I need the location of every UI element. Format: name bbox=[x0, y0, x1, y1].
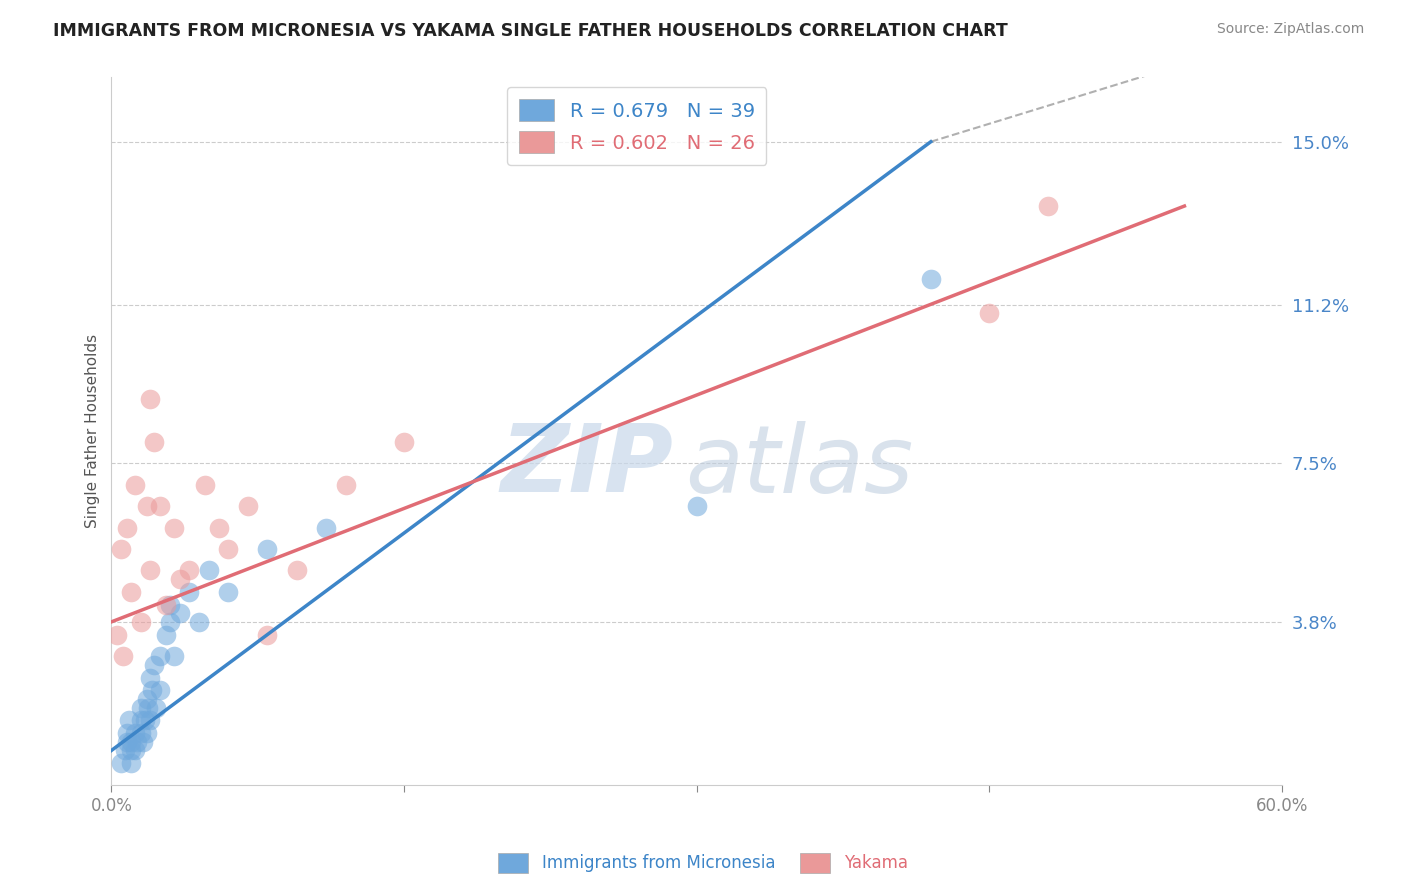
Point bbox=[138, 700, 160, 714]
Point bbox=[155, 628, 177, 642]
Point bbox=[115, 726, 138, 740]
Point bbox=[112, 649, 135, 664]
Point bbox=[169, 607, 191, 621]
Legend: R = 0.679   N = 39, R = 0.602   N = 26: R = 0.679 N = 39, R = 0.602 N = 26 bbox=[508, 87, 766, 165]
Point bbox=[236, 499, 259, 513]
Point bbox=[163, 649, 186, 664]
Point bbox=[129, 700, 152, 714]
Point bbox=[217, 585, 239, 599]
Point bbox=[135, 726, 157, 740]
Point bbox=[208, 520, 231, 534]
Point bbox=[139, 563, 162, 577]
Point bbox=[169, 572, 191, 586]
Point bbox=[115, 735, 138, 749]
Point bbox=[120, 585, 142, 599]
Point bbox=[124, 726, 146, 740]
Point bbox=[129, 726, 152, 740]
Point bbox=[110, 541, 132, 556]
Point bbox=[920, 272, 942, 286]
Point bbox=[979, 306, 1001, 320]
Point bbox=[315, 520, 337, 534]
Point bbox=[139, 671, 162, 685]
Point bbox=[105, 628, 128, 642]
Point bbox=[149, 649, 172, 664]
Point bbox=[686, 499, 709, 513]
Point bbox=[114, 743, 136, 757]
Point bbox=[110, 756, 132, 771]
Point bbox=[145, 700, 167, 714]
Point bbox=[139, 714, 162, 728]
Point bbox=[141, 683, 163, 698]
Point bbox=[217, 541, 239, 556]
Point bbox=[125, 735, 148, 749]
Point bbox=[120, 756, 142, 771]
Text: atlas: atlas bbox=[685, 421, 914, 512]
Point bbox=[163, 520, 186, 534]
Point bbox=[129, 714, 152, 728]
Point bbox=[118, 714, 141, 728]
Point bbox=[135, 499, 157, 513]
Point bbox=[134, 714, 156, 728]
Point bbox=[179, 563, 201, 577]
Point bbox=[115, 520, 138, 534]
Point bbox=[188, 615, 211, 629]
Point bbox=[149, 499, 172, 513]
Point bbox=[285, 563, 308, 577]
Point bbox=[159, 615, 181, 629]
Point bbox=[198, 563, 221, 577]
Text: ZIP: ZIP bbox=[501, 420, 673, 513]
Point bbox=[256, 628, 278, 642]
Point bbox=[120, 735, 142, 749]
Point bbox=[335, 477, 357, 491]
Y-axis label: Single Father Households: Single Father Households bbox=[86, 334, 100, 528]
Point bbox=[131, 735, 153, 749]
Legend: Immigrants from Micronesia, Yakama: Immigrants from Micronesia, Yakama bbox=[492, 847, 914, 880]
Point bbox=[256, 541, 278, 556]
Point bbox=[194, 477, 217, 491]
Point bbox=[179, 585, 201, 599]
Point bbox=[129, 615, 152, 629]
Point bbox=[139, 392, 162, 406]
Point bbox=[159, 598, 181, 612]
Point bbox=[124, 477, 146, 491]
Point bbox=[155, 598, 177, 612]
Text: Source: ZipAtlas.com: Source: ZipAtlas.com bbox=[1216, 22, 1364, 37]
Point bbox=[149, 683, 172, 698]
Point bbox=[143, 434, 166, 449]
Point bbox=[120, 743, 142, 757]
Point bbox=[1036, 199, 1059, 213]
Point bbox=[135, 692, 157, 706]
Point bbox=[124, 743, 146, 757]
Point bbox=[143, 657, 166, 672]
Text: IMMIGRANTS FROM MICRONESIA VS YAKAMA SINGLE FATHER HOUSEHOLDS CORRELATION CHART: IMMIGRANTS FROM MICRONESIA VS YAKAMA SIN… bbox=[53, 22, 1008, 40]
Point bbox=[392, 434, 415, 449]
